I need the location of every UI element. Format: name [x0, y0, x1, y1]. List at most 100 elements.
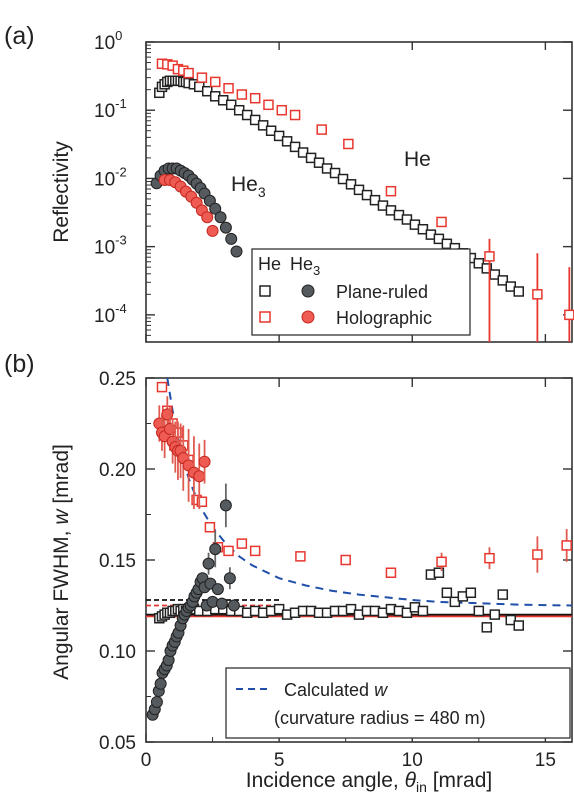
a-point-plane-he — [281, 136, 293, 147]
a-point-plane-he — [497, 275, 509, 286]
annotation-he: He — [404, 148, 431, 171]
a-point-holo-he — [484, 251, 495, 262]
legend-a-header-he3-text: He — [290, 254, 313, 274]
a-point-holo-he — [236, 89, 248, 100]
a-point-holo-he — [436, 216, 447, 228]
b-point-plane-he — [345, 603, 357, 615]
a-ytick-mantissa: 10 — [94, 169, 115, 190]
legend-a-marker-plane-he3 — [301, 284, 315, 298]
b-point-plane-he — [473, 605, 485, 617]
b-point-plane-he — [513, 620, 524, 631]
a-ytick-mantissa: 10 — [94, 101, 115, 122]
a-point-holo-he3 — [201, 211, 214, 224]
b-point-holo-he3 — [198, 455, 211, 468]
a-point-holo-he — [532, 289, 543, 300]
plot-b-series — [146, 381, 572, 721]
b-point-holo-he3 — [161, 408, 174, 421]
legend-a-entry-plane: Plane-ruled — [336, 282, 428, 302]
a-ytick-exponent: -4 — [115, 301, 127, 316]
a-point-plane-he — [257, 120, 269, 131]
legend-a-marker-holo-he — [259, 311, 271, 323]
plot-b-ylabel-main: Angular FWHM, — [50, 525, 73, 680]
a-ytick-label: 10-2 — [94, 164, 127, 190]
b-point-holo-he — [223, 545, 234, 557]
b-ytick-label: 0.25 — [99, 369, 136, 390]
b-point-holo-he3 — [163, 422, 176, 435]
b-point-holo-he — [249, 545, 261, 557]
b-xtick-label: 0 — [141, 750, 152, 771]
a-point-holo-he — [223, 82, 234, 94]
b-ytick-label: 0.05 — [99, 733, 136, 754]
a-ytick-exponent: 0 — [115, 28, 122, 43]
b-point-plane-he3 — [215, 597, 228, 610]
b-point-plane-he3 — [227, 599, 240, 612]
plot-b-ylabel-unit: [mrad] — [50, 444, 73, 509]
plot-a-legend: He He3 Plane-ruled Holographic — [251, 248, 471, 336]
b-point-holo-he — [484, 552, 495, 564]
plot-a-ticks — [145, 41, 572, 343]
b-point-plane-he3 — [150, 695, 163, 708]
a-point-plane-he — [345, 179, 357, 190]
panel-b-label: (b) — [4, 350, 35, 378]
plot-b-xlabel-unit: [mrad] — [427, 769, 492, 792]
legend-a-header-he3: He3 — [290, 254, 320, 278]
legend-a-entry-holo: Holographic — [336, 308, 432, 328]
b-line-0 — [166, 377, 573, 607]
panel-a-label: (a) — [4, 22, 35, 50]
b-ytick-label: 0.15 — [99, 551, 136, 572]
a-point-holo-he — [263, 99, 274, 111]
a-point-plane-he3 — [219, 221, 232, 234]
a-point-plane-he — [417, 223, 429, 235]
a-ytick-label: 10-1 — [94, 96, 127, 122]
annotation-he3: He3 — [231, 173, 266, 200]
b-point-plane-he3 — [154, 677, 167, 690]
b-ytick-label: 0.20 — [99, 460, 136, 481]
b-point-plane-he — [441, 587, 453, 599]
a-point-holo-he — [564, 309, 574, 321]
b-point-holo-he — [156, 381, 168, 393]
b-point-plane-he — [417, 605, 429, 617]
a-ytick-exponent: -3 — [115, 233, 127, 248]
b-point-plane-he — [489, 609, 501, 620]
b-point-holo-he — [532, 549, 543, 560]
a-point-plane-he3 — [230, 245, 243, 258]
b-point-plane-he — [401, 607, 413, 619]
annotation-he-text: He — [404, 148, 431, 171]
plot-b-ytick-labels: 0.05 0.10 0.15 0.20 0.25 — [99, 369, 136, 754]
b-point-plane-he — [449, 596, 461, 608]
annotation-he3-sub: 3 — [258, 184, 266, 200]
a-point-holo-he — [249, 92, 261, 104]
a-point-plane-he — [481, 263, 493, 274]
a-point-plane-he — [313, 157, 325, 168]
legend-b-line2: (curvature radius = 480 m) — [274, 708, 486, 728]
a-point-holo-he — [385, 185, 397, 197]
b-xtick-label: 10 — [402, 750, 423, 771]
annotation-he3-text: He — [231, 173, 258, 196]
a-ytick-label: 100 — [94, 28, 122, 54]
a-point-plane-he — [337, 173, 349, 185]
legend-a-header-he: He — [258, 254, 281, 274]
legend-b-line1-main: Calculated — [284, 680, 374, 700]
b-point-plane-he — [465, 587, 477, 599]
a-point-plane-he3 — [214, 211, 227, 224]
plot-b-xtick-labels: 0 5 10 15 — [141, 750, 556, 771]
a-ytick-mantissa: 10 — [94, 238, 115, 259]
b-point-plane-he3 — [223, 572, 236, 585]
a-ytick-exponent: -1 — [115, 96, 127, 111]
plot-b-xlabel-main: Incidence angle, — [246, 769, 405, 792]
a-point-plane-he — [513, 286, 524, 297]
b-point-plane-he3 — [211, 583, 224, 596]
legend-a-marker-holo-he3 — [301, 310, 315, 324]
plot-b-ylabel-sym: w — [50, 508, 73, 525]
a-ytick-mantissa: 10 — [94, 33, 115, 54]
plot-b: 0.05 0.10 0.15 0.20 0.25 0 5 10 15 Angular FWHM… — [50, 369, 573, 794]
b-xtick-label: 5 — [274, 750, 285, 771]
legend-b-box — [225, 667, 571, 739]
b-xtick-label: 15 — [535, 750, 556, 771]
b-point-plane-he3 — [202, 557, 215, 570]
a-ytick-label: 10-4 — [94, 301, 127, 327]
legend-b-line1-sym: w — [374, 680, 388, 700]
